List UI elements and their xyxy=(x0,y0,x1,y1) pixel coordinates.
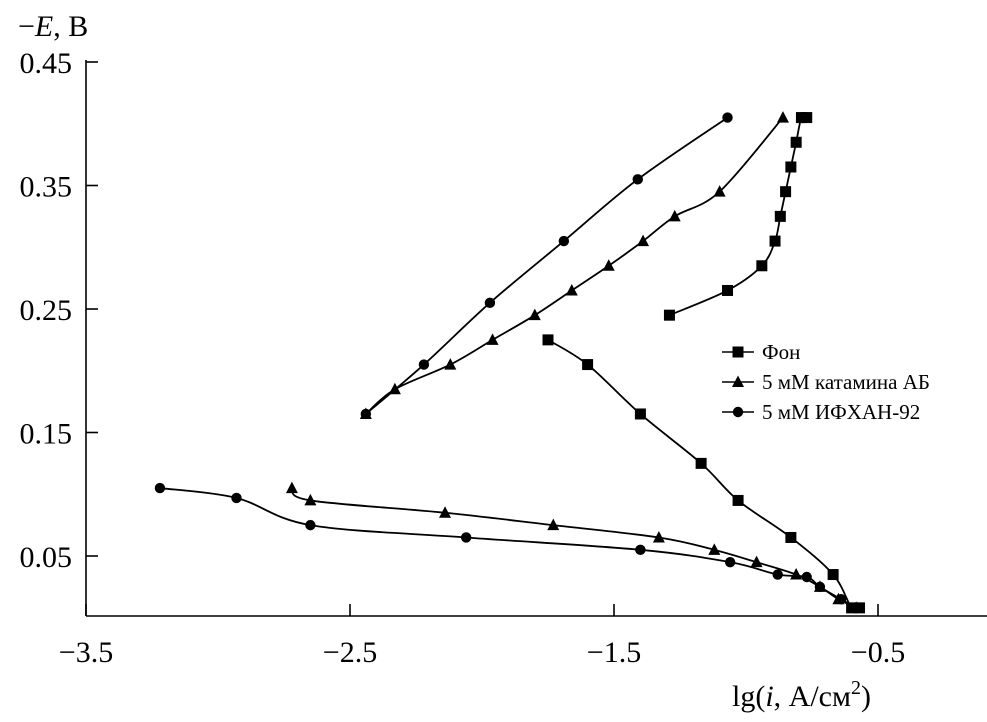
x-tick-label: −0.5 xyxy=(851,636,905,669)
legend-marker-circle xyxy=(732,406,744,418)
legend-label: Фон xyxy=(762,340,800,364)
x-tick-label: −1.5 xyxy=(587,636,641,669)
data-point-circle xyxy=(154,482,166,494)
data-point-circle xyxy=(722,112,733,123)
y-tick-label: 0.05 xyxy=(20,541,73,574)
x-tick-label: −2.5 xyxy=(323,636,377,669)
data-point-square xyxy=(769,235,781,247)
data-point-circle xyxy=(724,556,736,568)
data-point-triangle xyxy=(547,518,560,531)
data-point-square xyxy=(774,210,786,222)
y-axis-label: −E, В xyxy=(18,10,88,43)
data-point-circle xyxy=(632,174,643,185)
data-point-square xyxy=(695,457,707,469)
data-point-square xyxy=(582,359,594,371)
data-point-circle xyxy=(484,297,496,309)
data-point-circle xyxy=(851,602,863,614)
series-line xyxy=(669,114,808,317)
x-axis: −3.5 −2.5 −1.5 −0.5 lg(i, А/см2) xyxy=(59,604,987,713)
data-point-triangle xyxy=(713,185,726,197)
y-tick-label: 0.45 xyxy=(20,47,73,80)
y-tick-label: 0.25 xyxy=(20,294,73,327)
data-point-square xyxy=(790,136,802,148)
data-point-square xyxy=(732,494,744,506)
data-point-square xyxy=(785,161,797,173)
data-point-square xyxy=(634,408,646,420)
data-point-square xyxy=(756,260,768,272)
data-point-triangle xyxy=(528,308,541,321)
data-point-circle xyxy=(635,544,646,556)
series-line xyxy=(365,116,729,415)
data-point-triangle xyxy=(750,555,763,568)
x-tick-label: −3.5 xyxy=(59,636,113,669)
data-point-square xyxy=(785,531,797,543)
data-point-square xyxy=(542,334,554,346)
data-point-square xyxy=(663,309,675,321)
data-point-square xyxy=(801,112,813,124)
y-tick-label: 0.35 xyxy=(20,171,73,204)
data-point-circle xyxy=(558,235,570,247)
data-point-triangle xyxy=(486,333,499,345)
data-point-triangle xyxy=(304,493,317,506)
x-axis-label: lg(i, А/см2) xyxy=(732,677,871,713)
data-point-square xyxy=(827,569,839,581)
data-point-circle xyxy=(814,581,826,593)
x-ticks: −3.5 −2.5 −1.5 −0.5 xyxy=(59,604,905,669)
data-point-circle xyxy=(801,571,812,583)
data-point-circle xyxy=(231,492,242,504)
legend: Фон 5 мМ катамина АБ 5 мМ ИФХАН-92 xyxy=(722,340,930,424)
data-point-triangle xyxy=(602,259,615,271)
series-square xyxy=(542,112,866,614)
data-point-triangle xyxy=(439,506,452,518)
data-point-square xyxy=(846,602,858,614)
data-point-circle xyxy=(360,408,372,420)
data-point-square xyxy=(780,186,792,198)
series-circle xyxy=(154,112,863,614)
legend-label: 5 мМ катамина АБ xyxy=(762,370,930,394)
data-point-circle xyxy=(418,359,430,370)
data-point-triangle xyxy=(444,358,457,370)
y-tick-label: 0.15 xyxy=(20,418,73,451)
data-point-circle xyxy=(835,594,847,605)
data-point-triangle xyxy=(708,543,721,555)
y-ticks: 0.45 0.35 0.25 0.15 0.05 xyxy=(20,47,98,574)
data-point-triangle xyxy=(776,111,789,123)
data-point-triangle xyxy=(668,209,681,222)
legend-marker-square xyxy=(732,346,744,358)
data-point-circle xyxy=(305,519,316,531)
series-line xyxy=(291,487,858,609)
data-point-circle xyxy=(772,569,783,580)
legend-marker-triangle xyxy=(732,375,744,387)
data-point-triangle xyxy=(652,530,665,543)
data-point-triangle xyxy=(565,283,578,296)
series-line xyxy=(159,487,858,609)
data-point-square xyxy=(722,284,734,296)
data-point-triangle xyxy=(637,234,650,247)
series-line xyxy=(365,116,784,415)
legend-label: 5 мМ ИФХАН-92 xyxy=(762,400,920,424)
plot-area xyxy=(154,111,866,614)
data-point-triangle xyxy=(285,481,298,494)
data-point-circle xyxy=(460,532,472,543)
y-axis: −E, В 0.45 0.35 0.25 0.15 0.05 xyxy=(18,10,98,616)
